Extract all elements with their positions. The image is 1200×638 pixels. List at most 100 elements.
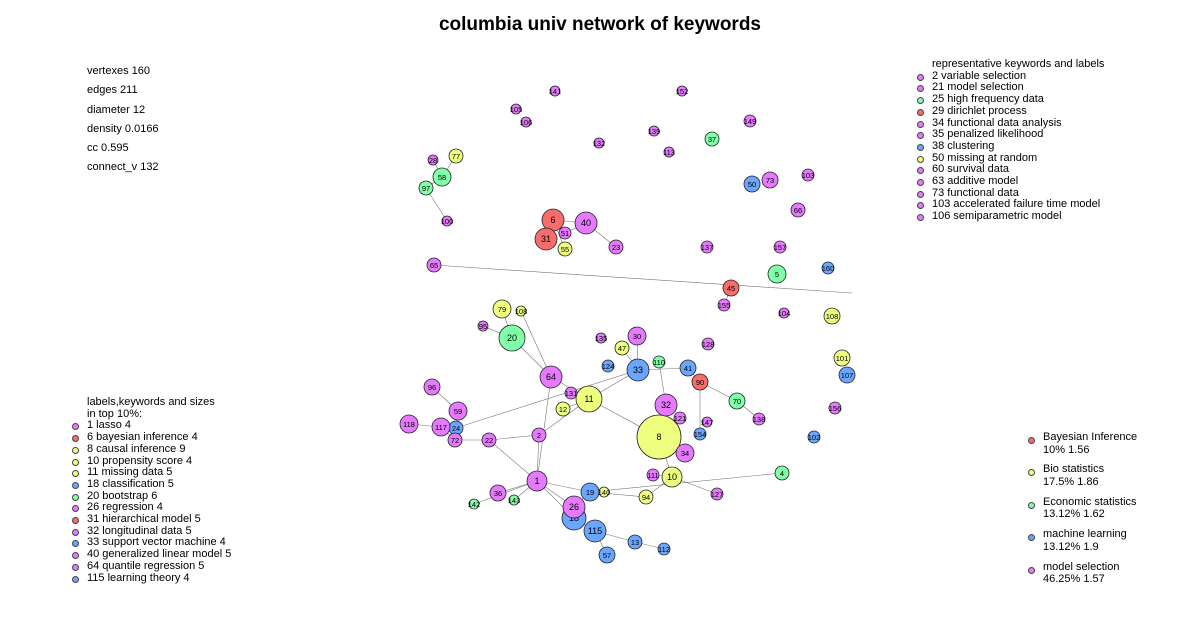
legend-dot-icon	[1028, 501, 1035, 509]
network-node: 11	[575, 385, 603, 413]
network-node-circle	[626, 358, 650, 382]
network-node-circle	[679, 359, 697, 377]
top10-item-label: 32 longitudinal data 5	[87, 524, 192, 537]
network-node-label: 94	[642, 493, 650, 502]
network-node-circle	[704, 131, 720, 147]
network-edge	[520, 310, 552, 378]
network-node-circle	[423, 378, 441, 396]
network-node-label: 124	[602, 362, 615, 371]
network-node-circle	[426, 257, 442, 273]
network-edge	[488, 434, 540, 441]
network-node-circle	[722, 279, 740, 297]
network-edge	[536, 376, 552, 482]
representative-item: 25 high frequency data	[917, 93, 1104, 106]
network-node: 12	[555, 401, 571, 417]
network-node-circle	[717, 298, 731, 312]
network-node-circle	[431, 417, 451, 437]
network-node-circle	[481, 432, 497, 448]
network-node-label: 72	[451, 436, 459, 445]
network-node-circle	[441, 215, 453, 227]
representative-item-label: 35 penalized likelihood	[932, 128, 1044, 141]
network-node: 40	[574, 211, 598, 235]
legend-name: Bayesian Inference	[1043, 431, 1138, 443]
network-node-circle	[575, 385, 603, 413]
network-node-label: 113	[663, 148, 675, 157]
network-node: 143	[508, 494, 521, 506]
top10-item-label: 31 hierarchical model 5	[87, 513, 201, 526]
legend-dot-icon	[1028, 469, 1035, 477]
network-node-label: 41	[684, 364, 692, 373]
legend-dot-icon	[72, 505, 79, 513]
network-node: 157	[773, 240, 787, 254]
network-node: 1	[526, 470, 548, 492]
network-node-circle	[614, 340, 630, 356]
legend-stats: 13.12% 1.62	[1043, 508, 1105, 521]
network-node-label: 152	[676, 87, 689, 96]
legend-dot-icon	[917, 108, 924, 116]
network-node-circle	[593, 137, 605, 149]
network-node-label: 22	[485, 436, 493, 445]
network-node: 104	[778, 307, 791, 319]
network-node-circle	[728, 392, 746, 410]
network-edge	[488, 439, 538, 482]
network-node-label: 103	[802, 171, 815, 180]
network-node-circle	[652, 355, 666, 369]
legend-dot-icon	[917, 120, 924, 128]
top10-item: 20 bootstrap 6	[72, 490, 231, 503]
network-node-circle	[701, 337, 715, 351]
network-node-circle	[701, 416, 713, 428]
network-nodes: 1245681011121318192022232426283031323334…	[399, 85, 856, 564]
network-node-circle	[508, 494, 520, 506]
representative-keywords-panel: representative keywords and labels 2 var…	[917, 58, 1104, 223]
representative-item: 50 missing at random	[917, 152, 1104, 165]
network-node-circle	[767, 264, 787, 284]
top10-item-label: 40 generalized linear model 5	[87, 548, 232, 561]
network-node-label: 135	[595, 334, 608, 343]
network-node-circle	[693, 427, 707, 441]
network-node-circle	[646, 468, 660, 482]
stat-connect-v: connect_v 132	[87, 161, 159, 174]
network-node-label: 64	[546, 372, 556, 382]
network-node-label: 155	[718, 301, 731, 310]
network-node-label: 70	[733, 397, 741, 406]
top10-item-label: 11 missing data 5	[87, 466, 173, 479]
network-node: 105	[510, 103, 522, 115]
legend-dot-icon	[72, 517, 79, 525]
network-node-label: 13	[631, 538, 639, 547]
network-node-label: 57	[603, 551, 611, 560]
representative-item: 106 semiparametric model	[917, 210, 1104, 223]
network-node: 140	[598, 486, 610, 498]
legend-dot-icon	[917, 155, 924, 163]
chart-title: columbia univ network of keywords	[438, 14, 761, 35]
network-node: 121	[673, 411, 687, 425]
network-node: 111	[646, 468, 660, 482]
network-node-circle	[601, 359, 615, 373]
network-node-circle	[489, 484, 507, 502]
network-node-label: 104	[778, 309, 791, 318]
network-node-label: 143	[508, 496, 521, 505]
network-node-label: 138	[753, 415, 766, 424]
network-node-label: 5	[775, 270, 779, 279]
network-node-label: 65	[430, 261, 438, 270]
representative-item-label: 73 functional data	[932, 186, 1019, 199]
legend-name: model selection	[1043, 560, 1120, 573]
legend-item: Bio statistics 17.5% 1.86	[1028, 463, 1137, 495]
network-node-label: 137	[701, 243, 714, 252]
top10-item-label: 6 bayesian inference 4	[87, 431, 198, 444]
network-node: 36	[489, 484, 507, 502]
network-node-label: 95	[479, 322, 487, 331]
network-node-label: 131	[565, 389, 578, 398]
network-node-circle	[583, 519, 607, 543]
representative-item-label: 25 high frequency data	[932, 93, 1044, 106]
network-node-label: 58	[438, 173, 446, 182]
network-node-label: 157	[774, 243, 787, 252]
network-node: 138	[752, 412, 766, 426]
network-node-circle	[598, 486, 610, 498]
network-node-circle	[823, 307, 841, 325]
network-node-circle	[399, 414, 419, 434]
network-node-label: 100	[441, 217, 454, 226]
network-node: 108	[515, 305, 527, 317]
legend-dot-icon	[72, 575, 79, 583]
network-node: 107	[838, 366, 856, 384]
network-node: 58	[432, 167, 452, 187]
